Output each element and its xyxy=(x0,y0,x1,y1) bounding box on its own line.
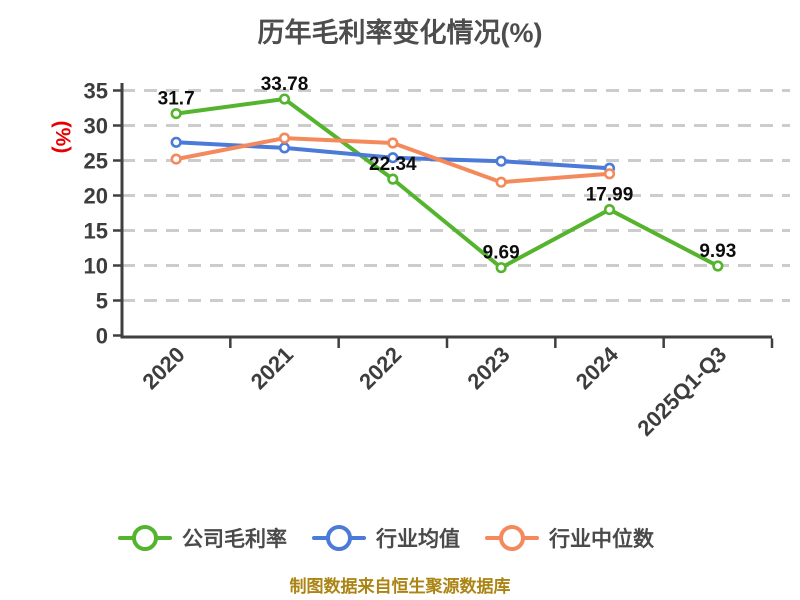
x-tick-label: 2023 xyxy=(462,342,514,394)
legend-label: 公司毛利率 xyxy=(182,528,287,551)
y-tick-label: 10 xyxy=(84,254,108,279)
y-tick-label: 5 xyxy=(96,289,108,314)
data-point-marker[interactable] xyxy=(712,260,724,272)
x-tick-label: 2022 xyxy=(354,342,406,394)
legend-item-industry-median[interactable]: 行业中位数 xyxy=(485,523,654,553)
legend-label: 行业中位数 xyxy=(549,528,654,551)
data-point-label: 33.78 xyxy=(261,74,309,95)
x-tick-label: 2020 xyxy=(137,342,189,394)
data-point-marker[interactable] xyxy=(603,203,616,216)
chart-title: 历年毛利率变化情况(%) xyxy=(257,18,543,48)
data-point-marker[interactable] xyxy=(495,155,507,167)
legend-line-circle-icon xyxy=(485,525,539,551)
x-tick-label: 2024 xyxy=(571,341,624,394)
data-point-marker[interactable] xyxy=(170,153,182,165)
data-point-marker[interactable] xyxy=(278,93,291,105)
y-tick-label: 20 xyxy=(84,184,108,209)
data-point-marker[interactable] xyxy=(495,176,507,188)
x-tick-label: 2025Q1-Q3 xyxy=(632,342,731,441)
y-tick-label: 0 xyxy=(96,324,108,349)
legend-line-circle-icon xyxy=(118,525,172,551)
data-source-note: 制图数据来自恒生聚源数据库 xyxy=(289,577,511,596)
y-tick-label: 30 xyxy=(84,114,108,139)
legend-line-circle-icon xyxy=(312,525,366,551)
data-point-label: 9.69 xyxy=(483,243,520,264)
y-tick-label: 15 xyxy=(84,219,108,244)
legend-item-company-gross-margin[interactable]: 公司毛利率 xyxy=(118,523,287,553)
data-point-label: 31.7 xyxy=(158,89,195,110)
data-point-marker[interactable] xyxy=(495,262,507,274)
x-tick-label: 2021 xyxy=(246,342,298,394)
data-point-marker[interactable] xyxy=(387,137,399,149)
data-point-marker[interactable] xyxy=(603,168,616,180)
data-point-marker[interactable] xyxy=(387,152,399,164)
data-point-label: 9.93 xyxy=(699,241,736,262)
data-point-label: 17.99 xyxy=(586,185,634,206)
data-point-marker[interactable] xyxy=(278,142,291,154)
data-point-marker[interactable] xyxy=(170,107,182,120)
data-point-marker[interactable] xyxy=(170,136,182,148)
data-point-marker[interactable] xyxy=(387,173,399,185)
data-point-label: 22.34 xyxy=(369,154,417,175)
chart-legend: 公司毛利率 行业均值 行业中位数 xyxy=(118,523,654,553)
data-point-marker[interactable] xyxy=(278,132,291,144)
legend-label: 行业均值 xyxy=(376,528,460,551)
legend-item-industry-average[interactable]: 行业均值 xyxy=(312,523,460,553)
y-tick-label: 35 xyxy=(84,79,108,104)
series-line xyxy=(174,97,720,270)
y-tick-label: 25 xyxy=(84,149,108,174)
